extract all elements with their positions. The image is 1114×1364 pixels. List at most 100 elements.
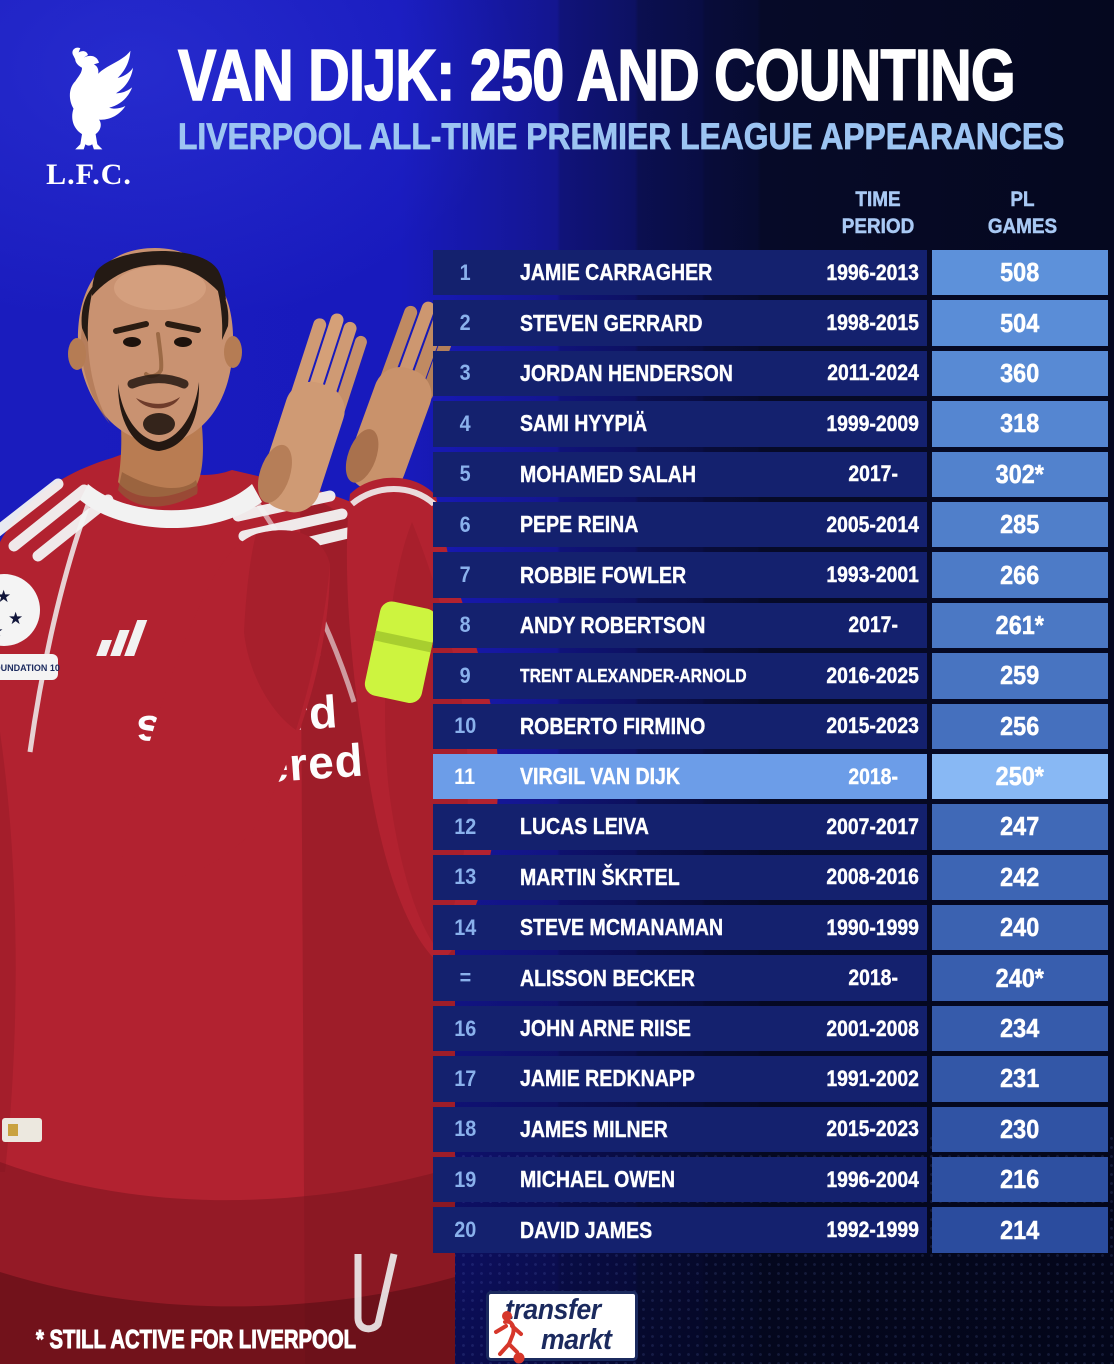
table-row-main: = ALISSON BECKER 2018- xyxy=(433,955,927,1001)
captain-armband xyxy=(364,601,438,703)
column-header-pl-games: PL GAMES xyxy=(950,186,1095,241)
table-row: 14 STEVE MCMANAMAN 1990-1999 240 xyxy=(433,905,1108,951)
table-row-main: 14 STEVE MCMANAMAN 1990-1999 xyxy=(433,905,927,951)
player-name-cell: PEPE REINA xyxy=(520,511,639,538)
player-name-cell: MICHAEL OWEN xyxy=(520,1166,675,1193)
time-period-cell: 2018- xyxy=(848,763,898,789)
player-name-cell: MOHAMED SALAH xyxy=(520,460,696,487)
time-period-cell: 2016-2025 xyxy=(826,662,920,688)
table-row-main: 2 STEVEN GERRARD 1998-2015 xyxy=(433,300,927,346)
svg-text:★: ★ xyxy=(0,587,11,606)
pl-games-cell: 247 xyxy=(932,804,1108,850)
player-name-cell: DAVID JAMES xyxy=(520,1216,653,1243)
player-name-cell: MARTIN ŠKRTEL xyxy=(520,863,680,890)
left-hand xyxy=(257,313,367,513)
appearances-table: 1 JAMIE CARRAGHER 1996-2013 508 2 STEVEN… xyxy=(433,250,1108,1253)
player-name-cell: JORDAN HENDERSON xyxy=(520,359,733,386)
time-period-cell: 2001-2008 xyxy=(826,1015,920,1041)
player-head xyxy=(68,248,242,451)
pl-games-cell: 259 xyxy=(932,653,1108,699)
player-name-cell: SAMI HYYPIÄ xyxy=(520,410,648,437)
player-photo: ★ ★ ★ FOUNDATION 10 L.F.C. standard char… xyxy=(0,248,499,1364)
table-row-main: 20 DAVID JAMES 1992-1999 xyxy=(433,1207,927,1253)
player-name-cell: ROBERTO FIRMINO xyxy=(520,712,706,739)
table-row-main: 18 JAMES MILNER 2015-2023 xyxy=(433,1106,927,1153)
rank-cell: 7 xyxy=(459,562,471,588)
time-period-cell: 2011-2024 xyxy=(827,360,919,386)
pl-games-cell: 230 xyxy=(932,1106,1108,1153)
table-row-main: 17 JAMIE REDKNAPP 1991-2002 xyxy=(433,1056,927,1102)
rank-cell: 8 xyxy=(459,612,471,638)
table-row-main: 13 MARTIN ŠKRTEL 2008-2016 xyxy=(433,854,927,901)
table-row-main: 9 TRENT ALEXANDER-ARNOLD 2016-2025 xyxy=(433,653,927,699)
pl-games-cell: 234 xyxy=(932,1005,1108,1052)
column-header-line: PERIOD xyxy=(841,215,915,239)
table-row-main: 5 MOHAMED SALAH 2017- xyxy=(433,451,927,497)
player-name-cell: JOHN ARNE RIISE xyxy=(520,1015,691,1042)
pl-games-cell: 256 xyxy=(932,703,1108,749)
table-row: 19 MICHAEL OWEN 1996-2004 216 xyxy=(433,1157,1108,1203)
table-row: 17 JAMIE REDKNAPP 1991-2002 231 xyxy=(433,1056,1108,1102)
table-row: 4 SAMI HYYPIÄ 1999-2009 318 xyxy=(433,401,1108,447)
time-period-cell: 2007-2017 xyxy=(826,813,920,839)
foundation-patch: FOUNDATION 10 xyxy=(0,654,60,680)
table-row: 11 VIRGIL VAN DIJK 2018- 250* xyxy=(433,753,1108,800)
rank-cell: 13 xyxy=(453,864,477,890)
table-row-main: 16 JOHN ARNE RIISE 2001-2008 xyxy=(433,1005,927,1052)
time-period-cell: 2015-2023 xyxy=(826,713,920,739)
table-row: 9 TRENT ALEXANDER-ARNOLD 2016-2025 259 xyxy=(433,653,1108,699)
svg-text:★: ★ xyxy=(8,609,23,628)
lfc-abbr: L.F.C. xyxy=(46,158,132,190)
player-name-cell: STEVE MCMANAMAN xyxy=(520,914,724,941)
column-header-line: GAMES xyxy=(987,215,1058,239)
pl-games-cell: 242 xyxy=(932,854,1108,901)
pl-games-cell: 250* xyxy=(932,753,1108,800)
time-period-cell: 2017- xyxy=(848,461,898,487)
table-row: 5 MOHAMED SALAH 2017- 302* xyxy=(433,451,1108,497)
time-period-cell: 1998-2015 xyxy=(826,310,920,336)
rank-cell: 18 xyxy=(453,1116,477,1142)
player-name-cell: LUCAS LEIVA xyxy=(520,813,649,840)
pl-games-cell: 214 xyxy=(932,1207,1108,1253)
table-row-main: 3 JORDAN HENDERSON 2011-2024 xyxy=(433,350,927,397)
player-name-cell: STEVEN GERRARD xyxy=(520,309,703,336)
table-row: 20 DAVID JAMES 1992-1999 214 xyxy=(433,1207,1108,1253)
player-name-cell: VIRGIL VAN DIJK xyxy=(520,763,681,790)
pl-games-cell: 240 xyxy=(932,905,1108,951)
table-row: 8 ANDY ROBERTSON 2017- 261* xyxy=(433,602,1108,649)
transfermarkt-wordmark-line2: markt xyxy=(541,1324,612,1356)
rank-cell: 9 xyxy=(459,662,471,688)
pl-games-cell: 240* xyxy=(932,955,1108,1001)
time-period-cell: 1996-2004 xyxy=(826,1166,920,1192)
rank-cell: 10 xyxy=(453,713,477,739)
table-row-main: 8 ANDY ROBERTSON 2017- xyxy=(433,602,927,649)
table-row: 2 STEVEN GERRARD 1998-2015 504 xyxy=(433,300,1108,346)
time-period-cell: 1990-1999 xyxy=(826,914,920,940)
table-row: 7 ROBBIE FOWLER 1993-2001 266 xyxy=(433,552,1108,598)
time-period-cell: 2017- xyxy=(848,612,898,638)
table-row-main: 1 JAMIE CARRAGHER 1996-2013 xyxy=(433,250,927,296)
player-name-cell: ROBBIE FOWLER xyxy=(520,561,687,588)
time-period-cell: 2008-2016 xyxy=(826,864,920,890)
ucl-starball-patch: ★ ★ ★ xyxy=(0,574,40,646)
time-period-cell: 2005-2014 xyxy=(826,511,920,537)
table-row-main: 10 ROBERTO FIRMINO 2015-2023 xyxy=(433,703,927,749)
rank-cell: 5 xyxy=(459,461,471,487)
player-name-cell: JAMIE REDKNAPP xyxy=(520,1065,695,1092)
player-name-cell: TRENT ALEXANDER-ARNOLD xyxy=(520,664,747,686)
table-row: = ALISSON BECKER 2018- 240* xyxy=(433,955,1108,1001)
table-row: 6 PEPE REINA 2005-2014 285 xyxy=(433,501,1108,548)
time-period-cell: 1991-2002 xyxy=(826,1065,920,1091)
transfermarkt-wordmark-line1: transfer xyxy=(505,1294,601,1326)
pl-games-cell: 231 xyxy=(932,1056,1108,1102)
pl-games-cell: 285 xyxy=(932,501,1108,548)
rank-cell: = xyxy=(459,965,471,991)
pl-games-cell: 508 xyxy=(932,250,1108,296)
rank-cell: 14 xyxy=(453,914,477,940)
table-row-main: 11 VIRGIL VAN DIJK 2018- xyxy=(433,753,927,800)
page-title: VAN DIJK: 250 AND COUNTING xyxy=(177,36,1016,116)
pl-games-cell: 261* xyxy=(932,602,1108,649)
pl-games-cell: 266 xyxy=(932,552,1108,598)
table-row-main: 4 SAMI HYYPIÄ 1999-2009 xyxy=(433,401,927,447)
